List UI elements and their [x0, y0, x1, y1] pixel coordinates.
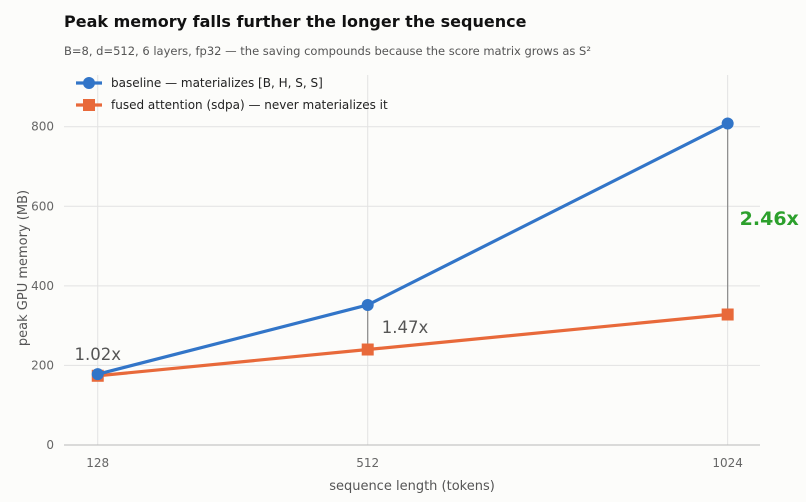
chart-title: Peak memory falls further the longer the… — [64, 12, 527, 31]
y-tick-label: 0 — [46, 438, 54, 452]
y-tick-label: 400 — [31, 279, 54, 293]
series-lines — [91, 117, 734, 382]
fused-point — [721, 308, 734, 321]
chart-subtitle: B=8, d=512, 6 layers, fp32 — the saving … — [64, 44, 591, 58]
x-tick-label: 1024 — [712, 456, 743, 470]
legend-label: baseline — materializes [B, H, S, S] — [111, 76, 323, 90]
legend-marker — [83, 77, 95, 89]
ratio-annotations: 1.02x 1.47x 2.46x — [74, 208, 798, 364]
ratio-label-emphasis: 2.46x — [740, 208, 799, 230]
baseline-point — [721, 117, 734, 130]
x-axis-label: sequence length (tokens) — [329, 479, 495, 494]
ratio-label: 1.02x — [74, 345, 121, 364]
legend-label: fused attention (sdpa) — never materiali… — [111, 98, 388, 112]
gridlines — [64, 75, 760, 446]
fused-point — [361, 343, 374, 356]
axes: 0 200 400 600 800 128 512 1024 — [31, 120, 760, 470]
ratio-label: 1.47x — [382, 318, 429, 337]
x-tick-label: 128 — [86, 456, 109, 470]
y-axis-label: peak GPU memory (MB) — [16, 190, 31, 346]
baseline-point — [91, 368, 104, 381]
y-tick-label: 200 — [31, 358, 54, 372]
gap-lines — [97, 123, 729, 376]
y-tick-label: 800 — [31, 120, 54, 134]
legend: baseline — materializes [B, H, S, S] fuse… — [76, 76, 388, 112]
x-tick-label: 512 — [356, 456, 379, 470]
baseline-point — [361, 298, 374, 311]
legend-marker — [83, 99, 95, 111]
y-tick-label: 600 — [31, 199, 54, 213]
